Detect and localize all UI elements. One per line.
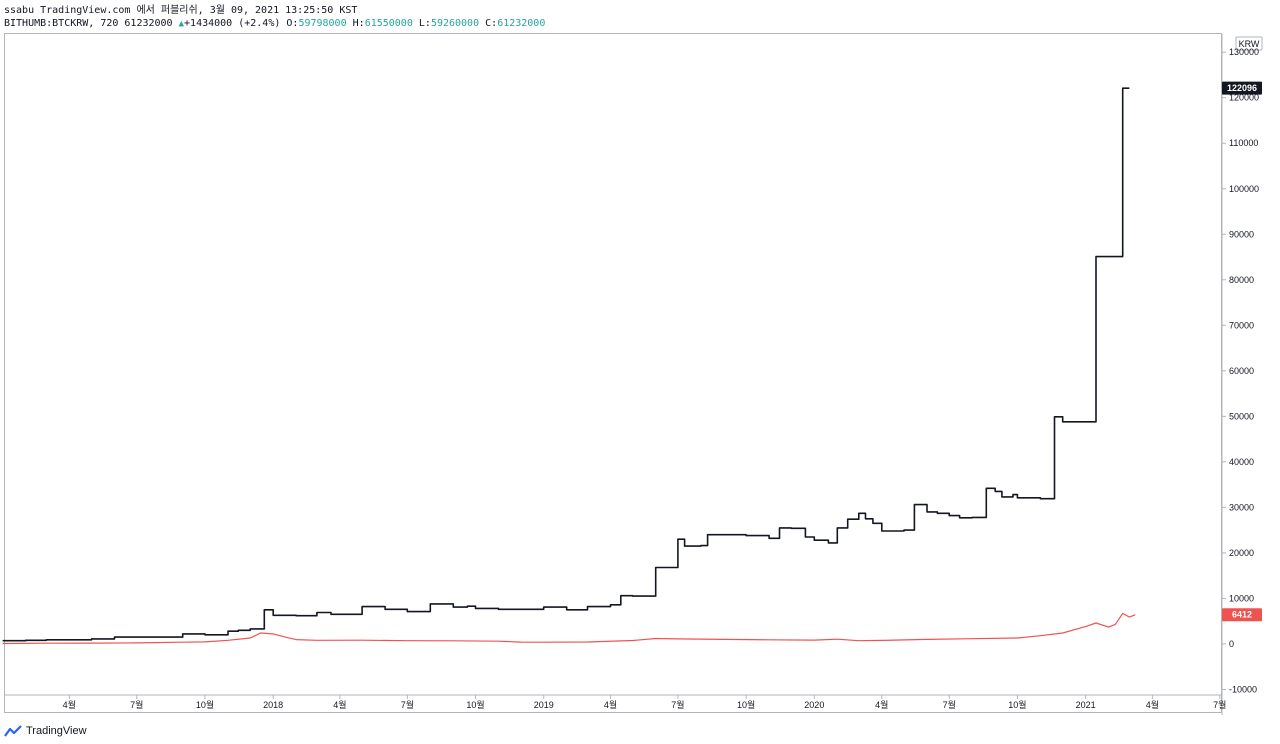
series-line-0[interactable] xyxy=(2,87,1130,642)
y-tick-label: 120000 xyxy=(1229,93,1259,103)
low-label: L: xyxy=(418,18,431,29)
brand-name[interactable]: TradingView xyxy=(26,725,87,737)
y-tick-label: 50000 xyxy=(1229,411,1254,421)
x-tick-label: 10월 xyxy=(737,699,755,710)
y-tick-label: 70000 xyxy=(1229,320,1254,330)
publish-info: ssabu TradingView.com 에서 퍼블리쉬, 3월 09, 20… xyxy=(4,5,358,16)
tradingview-logo-icon xyxy=(4,725,22,737)
x-tick-label: 7월 xyxy=(943,699,956,710)
x-tick-label: 2018 xyxy=(263,700,283,710)
x-tick-label: 4월 xyxy=(604,699,617,710)
price-chart[interactable]: KRW -10000 0 10000 20000 30000 40000 50000 60000… xyxy=(0,0,1280,720)
close-value: 61232000 xyxy=(497,18,546,29)
y-tick-label: 0 xyxy=(1229,639,1234,649)
x-tick-label: 7월 xyxy=(130,699,143,710)
open-label: O: xyxy=(286,18,299,29)
symbol-ohlc-line: BITHUMB:BTCKRW, 720 61232000 ▲+1434000 (… xyxy=(4,17,545,30)
last-value-badge-1 xyxy=(1222,608,1262,622)
footer: TradingView xyxy=(4,723,87,739)
x-tick-label: 4월 xyxy=(1146,699,1159,710)
x-tick-label: 7월 xyxy=(1213,699,1226,710)
last-value-label-1: 6412 xyxy=(1232,610,1252,620)
x-tick-label: 2021 xyxy=(1076,700,1096,710)
y-tick-label: 40000 xyxy=(1229,457,1254,467)
y-tick-label: 30000 xyxy=(1229,502,1254,512)
low-value: 59260000 xyxy=(430,18,480,29)
open-value: 59798000 xyxy=(298,18,347,29)
y-tick-label: 80000 xyxy=(1229,275,1254,285)
x-tick-label: 2019 xyxy=(534,700,554,710)
price-change: +1434000 (+2.4%) xyxy=(184,18,281,29)
y-tick-label: 20000 xyxy=(1229,548,1254,558)
currency-label[interactable]: KRW xyxy=(1239,39,1260,49)
last-value-badge-0 xyxy=(1222,81,1262,95)
high-label: H: xyxy=(352,18,365,29)
symbol-info: BITHUMB:BTCKRW, 720 61232000 xyxy=(4,18,173,29)
x-tick-label: 2020 xyxy=(804,700,824,710)
y-tick-label: 100000 xyxy=(1229,184,1259,194)
x-tick-label: 7월 xyxy=(671,699,684,710)
chart-header: ssabu TradingView.com 에서 퍼블리쉬, 3월 09, 20… xyxy=(4,4,545,30)
close-label: C: xyxy=(485,18,498,29)
x-tick-label: 4월 xyxy=(875,699,888,710)
x-tick-label: 4월 xyxy=(333,699,346,710)
x-tick-label: 10월 xyxy=(466,699,484,710)
y-tick-label: -10000 xyxy=(1229,684,1257,694)
x-tick-label: 10월 xyxy=(196,699,214,710)
y-tick-label: 60000 xyxy=(1229,366,1254,376)
up-arrow-icon: ▲ xyxy=(178,19,185,29)
y-tick-label: 130000 xyxy=(1229,47,1259,57)
currency-box[interactable] xyxy=(1235,36,1263,51)
series-line-1[interactable] xyxy=(2,612,1136,645)
last-value-label-0: 122096 xyxy=(1227,83,1257,93)
y-tick-label: 90000 xyxy=(1229,229,1254,239)
y-tick-label: 110000 xyxy=(1229,138,1258,148)
y-tick-label: 10000 xyxy=(1229,593,1254,603)
x-tick-label: 10월 xyxy=(1008,699,1026,710)
high-value: 61550000 xyxy=(364,18,413,29)
x-tick-label: 7월 xyxy=(401,699,414,710)
x-tick-label: 4월 xyxy=(63,699,76,710)
